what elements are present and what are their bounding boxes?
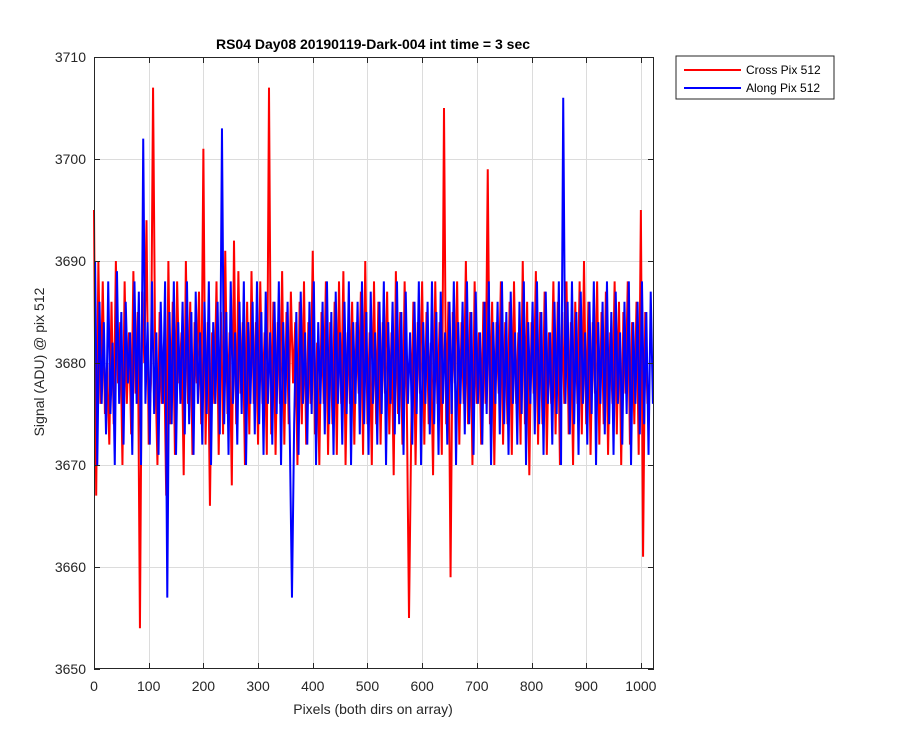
- legend-box: [675, 55, 835, 100]
- x-tick-label: 700: [465, 678, 489, 694]
- y-tick-label: 3680: [55, 355, 86, 371]
- legend: Cross Pix 512 Along Pix 512: [675, 55, 835, 100]
- tick-marks: [94, 57, 654, 670]
- series-line-along: [94, 97, 654, 598]
- x-tick-label: 400: [301, 678, 325, 694]
- x-tick-labels: 0 100 200 300 400 500 600 700 800 900 1000: [90, 678, 657, 694]
- chart-title: RS04 Day08 20190119-Dark-004 int time = …: [216, 36, 530, 52]
- x-tick-label: 1000: [625, 678, 656, 694]
- x-tick-label: 200: [192, 678, 216, 694]
- x-tick-label: 300: [246, 678, 270, 694]
- plot-area: 0 100 200 300 400 500 600 700 800 900 1000 3650 366…: [55, 49, 657, 694]
- legend-label-along: Along Pix 512: [746, 81, 820, 95]
- x-axis-label: Pixels (both dirs on array): [293, 701, 453, 717]
- y-tick-label: 3710: [55, 49, 86, 65]
- y-axis-label: Signal (ADU) @ pix 512: [31, 287, 47, 436]
- y-tick-labels: 3650 3660 3670 3680 3690 3700 3710: [55, 49, 86, 677]
- x-tick-label: 100: [137, 678, 161, 694]
- legend-label-cross: Cross Pix 512: [746, 63, 821, 77]
- series-layer: [93, 87, 654, 629]
- x-tick-label: 900: [575, 678, 599, 694]
- x-tick-label: 500: [356, 678, 380, 694]
- y-tick-label: 3700: [55, 151, 86, 167]
- x-tick-label: 0: [90, 678, 98, 694]
- x-tick-label: 600: [410, 678, 434, 694]
- y-tick-label: 3670: [55, 457, 86, 473]
- x-tick-label: 800: [520, 678, 544, 694]
- y-tick-label: 3690: [55, 253, 86, 269]
- y-tick-label: 3660: [55, 559, 86, 575]
- y-tick-label: 3650: [55, 661, 86, 677]
